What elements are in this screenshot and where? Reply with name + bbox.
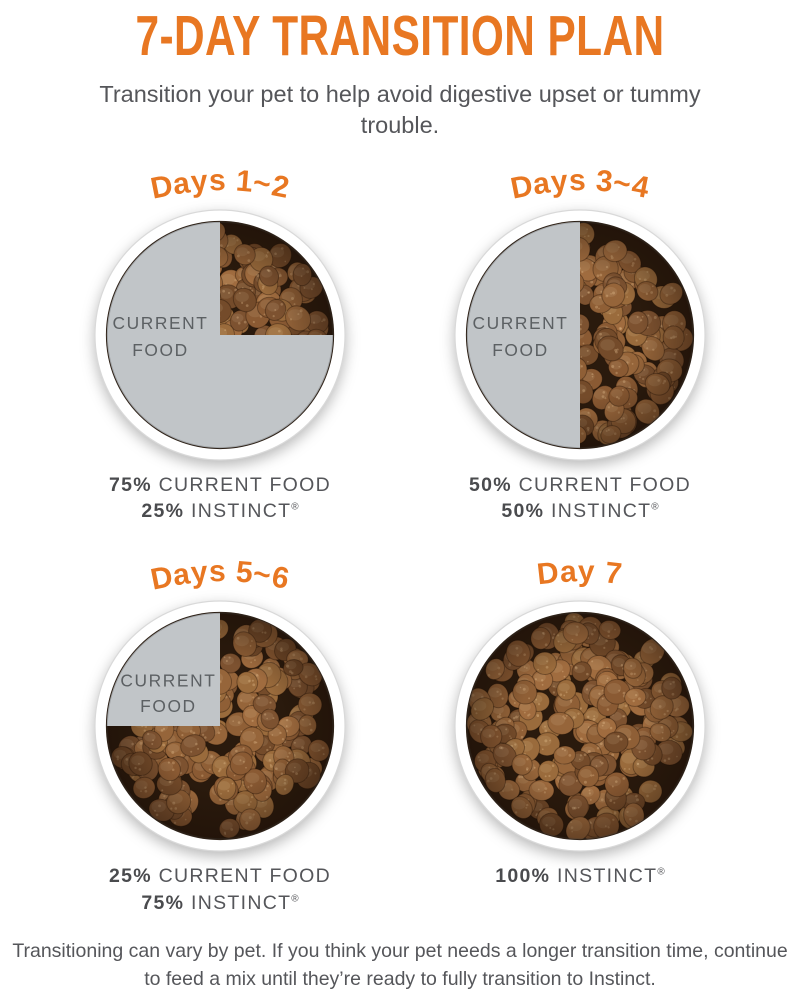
bowl-graphic bbox=[454, 600, 706, 852]
current-food-overlay bbox=[106, 221, 334, 448]
page-title: 7-DAY TRANSITION PLAN bbox=[135, 5, 665, 68]
current-food-label: CURRENT bbox=[120, 671, 216, 691]
footer-note: Transitioning can vary by pet. If you th… bbox=[12, 940, 788, 991]
bowl-graphic: CURRENT FOOD bbox=[454, 208, 706, 461]
bowl-graphic: CURRENT FOOD bbox=[94, 600, 346, 852]
stat-line: 25% INSTINCT® bbox=[141, 500, 299, 523]
bowl-graphic: CURRENT FOOD bbox=[94, 208, 346, 461]
current-food-label: FOOD bbox=[140, 696, 197, 716]
stat-line: 100% INSTINCT® bbox=[495, 865, 665, 888]
page-subtitle: Transition your pet to help avoid digest… bbox=[99, 81, 701, 139]
current-food-label: FOOD bbox=[132, 339, 189, 359]
panel-stats: 100% INSTINCT® bbox=[400, 863, 760, 890]
current-food-overlay bbox=[106, 613, 220, 727]
bowl-inner-edge bbox=[465, 220, 695, 449]
current-food-label: CURRENT bbox=[112, 313, 208, 333]
stat-line: 50% CURRENT FOOD bbox=[469, 473, 691, 496]
bowl-inner-edge bbox=[105, 612, 335, 841]
panel-stats: 50% CURRENT FOOD 50% INSTINCT® bbox=[400, 472, 760, 526]
panel-stats: 75% CURRENT FOOD 25% INSTINCT® bbox=[40, 472, 400, 526]
current-food-overlay bbox=[466, 221, 580, 448]
stat-line: 75% INSTINCT® bbox=[141, 892, 299, 915]
stat-line: 25% CURRENT FOOD bbox=[109, 865, 331, 888]
current-food-label: FOOD bbox=[492, 339, 549, 359]
bowl-inner-edge bbox=[465, 612, 695, 841]
stat-line: 50% INSTINCT® bbox=[501, 500, 659, 523]
current-food-label: CURRENT bbox=[472, 313, 568, 333]
bowl-inner-edge bbox=[105, 220, 335, 449]
panel-stats: 25% CURRENT FOOD 75% INSTINCT® bbox=[40, 863, 400, 917]
stat-line: 75% CURRENT FOOD bbox=[109, 473, 331, 496]
